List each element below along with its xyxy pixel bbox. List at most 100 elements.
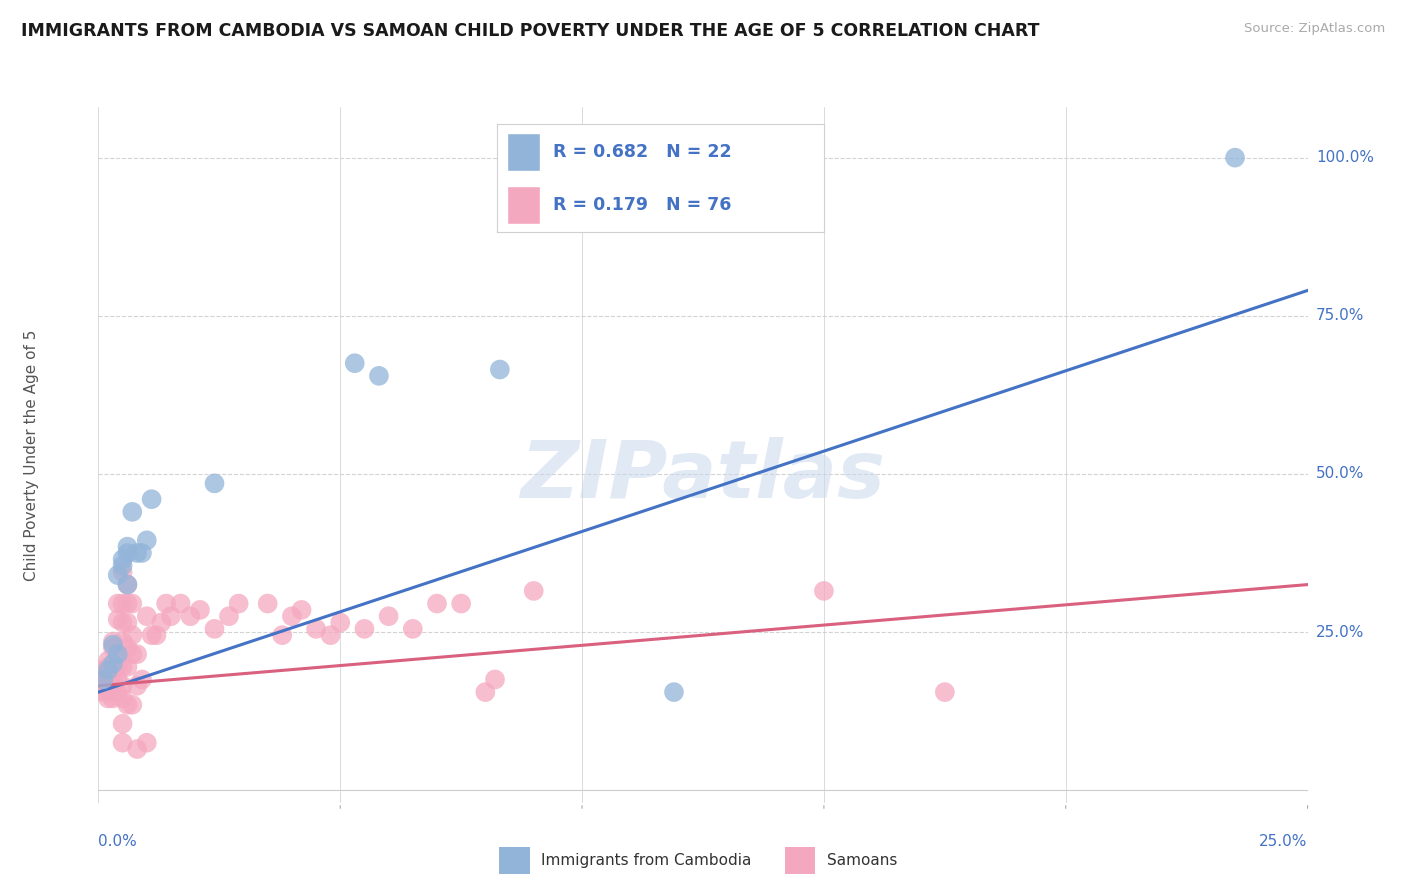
Bar: [508, 133, 540, 170]
Text: 100.0%: 100.0%: [1316, 150, 1374, 165]
Text: R = 0.682   N = 22: R = 0.682 N = 22: [553, 143, 731, 161]
Point: [117, 540, 139, 554]
Point: [117, 577, 139, 591]
Point: [107, 647, 129, 661]
Point: [101, 634, 124, 648]
Point: [91, 679, 114, 693]
Point: [117, 660, 139, 674]
Point: [97, 660, 120, 674]
Point: [329, 615, 352, 630]
Point: [1223, 151, 1246, 165]
Point: [111, 552, 134, 566]
Point: [368, 368, 391, 383]
Point: [131, 546, 153, 560]
Point: [121, 698, 143, 712]
Point: [343, 356, 366, 370]
Text: 0.0%: 0.0%: [98, 834, 138, 849]
Text: 25.0%: 25.0%: [1260, 834, 1308, 849]
Point: [107, 673, 129, 687]
Point: [135, 609, 157, 624]
Point: [101, 691, 124, 706]
Text: Child Poverty Under the Age of 5: Child Poverty Under the Age of 5: [24, 329, 39, 581]
Point: [101, 638, 124, 652]
Point: [204, 622, 226, 636]
Point: [169, 597, 191, 611]
Text: IMMIGRANTS FROM CAMBODIA VS SAMOAN CHILD POVERTY UNDER THE AGE OF 5 CORRELATION : IMMIGRANTS FROM CAMBODIA VS SAMOAN CHILD…: [21, 22, 1039, 40]
Point: [813, 583, 835, 598]
Point: [121, 647, 143, 661]
Text: 25.0%: 25.0%: [1316, 624, 1364, 640]
Point: [121, 597, 143, 611]
Point: [111, 716, 134, 731]
Point: [101, 640, 124, 655]
Point: [91, 685, 114, 699]
Point: [127, 647, 149, 661]
Point: [160, 609, 183, 624]
Point: [127, 546, 149, 560]
Point: [290, 603, 312, 617]
Point: [305, 622, 328, 636]
Point: [107, 612, 129, 626]
Point: [426, 597, 449, 611]
Point: [101, 673, 124, 687]
Point: [97, 673, 120, 687]
Point: [97, 685, 120, 699]
Point: [111, 691, 134, 706]
Point: [111, 679, 134, 693]
Point: [155, 597, 177, 611]
Text: 75.0%: 75.0%: [1316, 309, 1364, 323]
Point: [111, 736, 134, 750]
Point: [111, 615, 134, 630]
Point: [127, 742, 149, 756]
Bar: [508, 186, 540, 224]
Point: [91, 663, 114, 677]
Point: [107, 568, 129, 582]
Text: ZIPatlas: ZIPatlas: [520, 437, 886, 515]
Point: [218, 609, 240, 624]
Point: [117, 546, 139, 560]
Point: [127, 679, 149, 693]
Point: [111, 634, 134, 648]
Point: [934, 685, 956, 699]
Point: [135, 736, 157, 750]
Point: [131, 673, 153, 687]
Point: [145, 628, 167, 642]
Point: [150, 615, 173, 630]
Point: [402, 622, 425, 636]
Point: [141, 492, 163, 507]
Point: [204, 476, 226, 491]
Point: [135, 533, 157, 548]
Point: [256, 597, 278, 611]
Point: [111, 660, 134, 674]
Point: [107, 647, 129, 661]
Point: [97, 663, 120, 677]
Point: [107, 685, 129, 699]
Point: [474, 685, 496, 699]
Point: [121, 505, 143, 519]
Point: [271, 628, 294, 642]
Point: [281, 609, 304, 624]
Text: Samoans: Samoans: [827, 854, 897, 868]
Point: [117, 640, 139, 655]
Point: [117, 698, 139, 712]
Point: [91, 673, 114, 687]
Text: 50.0%: 50.0%: [1316, 467, 1364, 482]
Point: [101, 657, 124, 671]
Point: [450, 597, 472, 611]
Text: R = 0.179   N = 76: R = 0.179 N = 76: [553, 195, 731, 214]
Point: [141, 628, 163, 642]
Point: [111, 597, 134, 611]
Text: Immigrants from Cambodia: Immigrants from Cambodia: [541, 854, 752, 868]
Point: [107, 660, 129, 674]
Point: [97, 691, 120, 706]
Point: [107, 597, 129, 611]
Point: [101, 679, 124, 693]
Point: [117, 577, 139, 591]
Point: [377, 609, 399, 624]
Point: [97, 653, 120, 667]
Point: [662, 685, 685, 699]
Point: [523, 583, 546, 598]
Point: [97, 679, 120, 693]
Text: Source: ZipAtlas.com: Source: ZipAtlas.com: [1244, 22, 1385, 36]
Point: [101, 660, 124, 674]
